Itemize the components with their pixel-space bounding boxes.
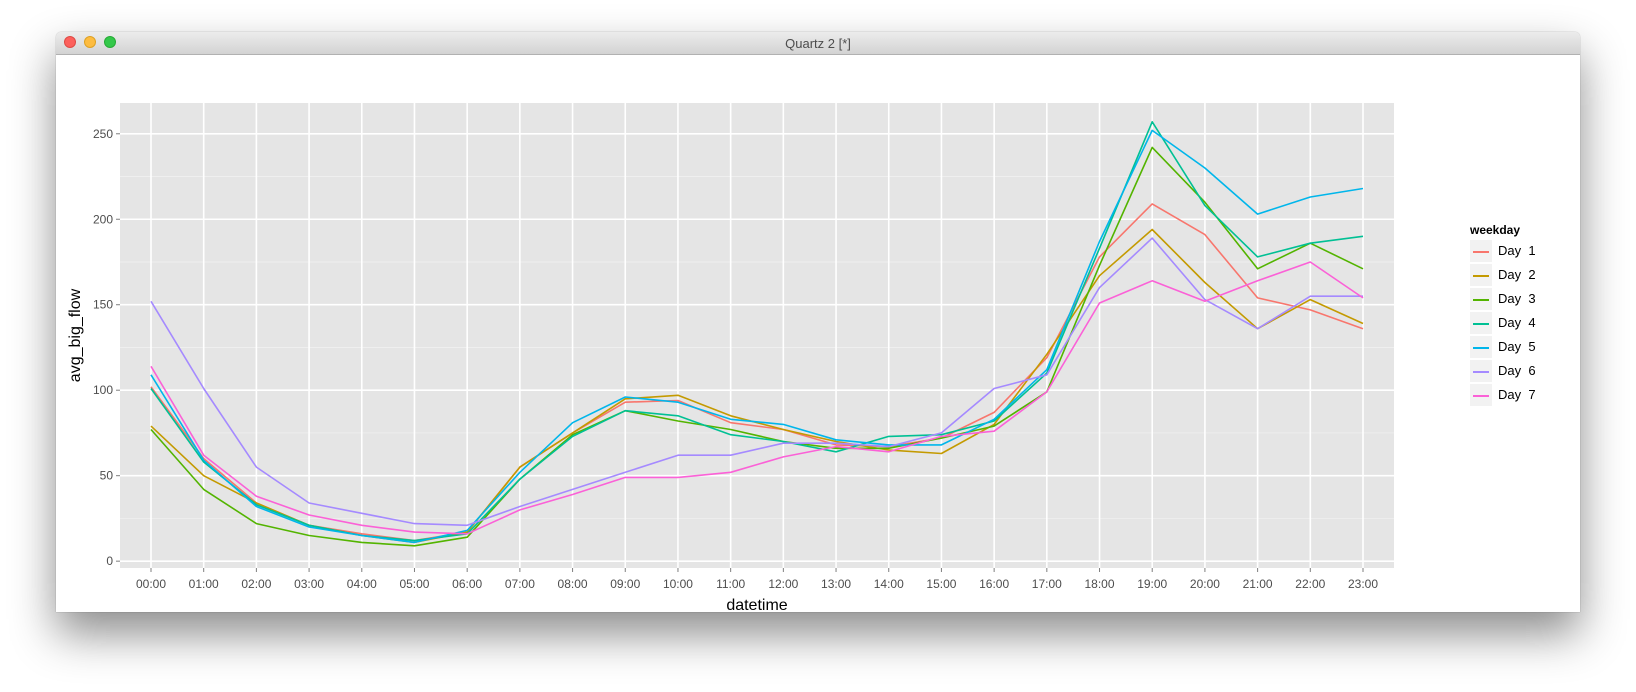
legend-label: Day 2: [1498, 267, 1536, 282]
legend-item: Day 6: [1470, 360, 1570, 384]
x-tick-label: 19:00: [1137, 577, 1167, 591]
x-axis-ticks: 00:00 01:00 02:00 03:00 04:00 05:00 06:00 07:00…: [136, 568, 1378, 591]
x-tick-label: 14:00: [874, 577, 904, 591]
legend-label: Day 5: [1498, 339, 1536, 354]
series-line-5: [150, 129, 1364, 544]
legend-key-line: [1473, 395, 1489, 397]
x-tick-label: 10:00: [663, 577, 693, 591]
x-tick-label: 22:00: [1295, 577, 1325, 591]
legend-label: Day 3: [1498, 291, 1536, 306]
y-tick-label: 200: [93, 212, 113, 226]
x-tick-label: 11:00: [716, 577, 745, 591]
zoom-window-button[interactable]: [104, 36, 116, 48]
x-tick-label: 00:00: [136, 577, 166, 591]
legend-key: [1470, 240, 1492, 262]
legend-label: Day 4: [1498, 315, 1536, 330]
legend-item: Day 3: [1470, 288, 1570, 312]
x-tick-label: 12:00: [768, 577, 798, 591]
legend-item: Day 1: [1470, 240, 1570, 264]
legend-key-line: [1473, 299, 1489, 301]
x-tick-label: 04:00: [347, 577, 377, 591]
legend-key-line: [1473, 251, 1489, 253]
legend: weekday Day 1 Day 2 Day 3 Day 4 Day 5 Day 6 Da…: [1470, 220, 1570, 408]
x-tick-label: 17:00: [1032, 577, 1062, 591]
legend-key-line: [1473, 275, 1489, 277]
quartz-window: Quartz 2 [*] 0 50 100 150 200 250 00:00 01:00 0…: [56, 32, 1580, 612]
x-tick-label: 01:00: [189, 577, 219, 591]
legend-key: [1470, 288, 1492, 310]
legend-item: Day 5: [1470, 336, 1570, 360]
x-tick-label: 03:00: [294, 577, 324, 591]
y-tick-label: 100: [93, 383, 113, 397]
legend-item: Day 4: [1470, 312, 1570, 336]
y-tick-label: 0: [106, 554, 113, 568]
series-line-3: [150, 146, 1364, 547]
x-tick-label: 13:00: [821, 577, 851, 591]
plot-panel: [120, 103, 1394, 568]
legend-key-line: [1473, 323, 1489, 325]
legend-key: [1470, 336, 1492, 358]
legend-label: Day 6: [1498, 363, 1536, 378]
legend-key-line: [1473, 371, 1489, 373]
x-tick-label: 09:00: [610, 577, 640, 591]
legend-item: Day 2: [1470, 264, 1570, 288]
legend-key: [1470, 312, 1492, 334]
x-tick-label: 02:00: [241, 577, 271, 591]
x-tick-label: 21:00: [1243, 577, 1273, 591]
title-bar[interactable]: Quartz 2 [*]: [56, 32, 1580, 55]
legend-item: Day 7: [1470, 384, 1570, 408]
y-tick-label: 250: [93, 127, 113, 141]
window-title: Quartz 2 [*]: [785, 36, 851, 51]
x-tick-label: 18:00: [1085, 577, 1115, 591]
minor-gridlines: [120, 176, 1394, 519]
y-tick-label: 150: [93, 298, 113, 312]
series-line-1: [150, 203, 1364, 542]
y-axis-label: avg_big_flow: [67, 288, 84, 382]
legend-key-line: [1473, 347, 1489, 349]
x-tick-label: 16:00: [979, 577, 1009, 591]
series-line-6: [150, 237, 1363, 527]
y-axis-ticks: 0 50 100 150 200 250: [93, 127, 120, 568]
legend-label: Day 7: [1498, 387, 1536, 402]
x-tick-label: 07:00: [505, 577, 535, 591]
legend-key: [1470, 384, 1492, 406]
close-window-button[interactable]: [64, 36, 76, 48]
x-tick-label: 06:00: [452, 577, 482, 591]
x-tick-label: 05:00: [399, 577, 429, 591]
x-tick-label: 08:00: [558, 577, 588, 591]
x-tick-label: 23:00: [1348, 577, 1378, 591]
line-chart: 0 50 100 150 200 250 00:00 01:00 02:00 03:00 04:0…: [67, 103, 1394, 612]
series-line-7: [150, 261, 1364, 535]
legend-label: Day 1: [1498, 243, 1536, 258]
x-axis-label: datetime: [726, 597, 787, 612]
legend-key: [1470, 264, 1492, 286]
minimize-window-button[interactable]: [84, 36, 96, 48]
legend-title: weekday: [1470, 223, 1521, 237]
y-tick-label: 50: [100, 469, 114, 483]
major-gridlines: [120, 103, 1394, 568]
series-lines: [150, 121, 1364, 547]
x-tick-label: 15:00: [926, 577, 956, 591]
legend-key: [1470, 360, 1492, 382]
x-tick-label: 20:00: [1190, 577, 1220, 591]
